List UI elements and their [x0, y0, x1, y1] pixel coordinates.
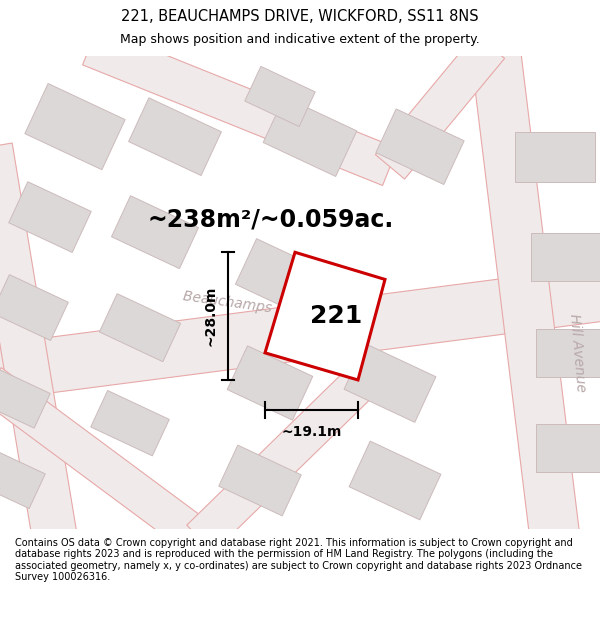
Polygon shape	[25, 84, 125, 170]
Polygon shape	[219, 445, 301, 516]
Polygon shape	[128, 98, 221, 176]
Polygon shape	[376, 109, 464, 184]
Text: Contains OS data © Crown copyright and database right 2021. This information is : Contains OS data © Crown copyright and d…	[15, 538, 582, 582]
Text: 221, BEAUCHAMPS DRIVE, WICKFORD, SS11 8NS: 221, BEAUCHAMPS DRIVE, WICKFORD, SS11 8N…	[121, 9, 479, 24]
Polygon shape	[0, 143, 77, 542]
Polygon shape	[263, 97, 357, 176]
Polygon shape	[0, 368, 50, 428]
Polygon shape	[0, 448, 45, 509]
Polygon shape	[100, 294, 181, 362]
Polygon shape	[0, 274, 68, 341]
Polygon shape	[9, 182, 91, 253]
Text: ~28.0m: ~28.0m	[203, 286, 217, 346]
Polygon shape	[91, 391, 169, 456]
Polygon shape	[83, 28, 397, 186]
Polygon shape	[376, 34, 505, 179]
Text: Map shows position and indicative extent of the property.: Map shows position and indicative extent…	[120, 33, 480, 46]
Text: ~19.1m: ~19.1m	[281, 425, 341, 439]
Polygon shape	[515, 132, 595, 182]
Polygon shape	[0, 265, 600, 401]
Polygon shape	[187, 359, 383, 552]
Polygon shape	[349, 441, 441, 520]
Text: Hill Avenue: Hill Avenue	[566, 313, 587, 392]
Text: ~238m²/~0.059ac.: ~238m²/~0.059ac.	[148, 207, 394, 231]
Polygon shape	[0, 368, 211, 554]
Polygon shape	[531, 233, 600, 281]
Polygon shape	[265, 253, 385, 380]
Polygon shape	[227, 346, 313, 420]
Polygon shape	[536, 329, 600, 377]
Polygon shape	[112, 196, 199, 269]
Text: 221: 221	[310, 304, 362, 328]
Text: Beauchamps Drive: Beauchamps Drive	[182, 289, 314, 322]
Polygon shape	[235, 239, 325, 316]
Polygon shape	[536, 424, 600, 472]
Polygon shape	[344, 344, 436, 422]
Polygon shape	[470, 43, 580, 542]
Polygon shape	[245, 66, 315, 126]
